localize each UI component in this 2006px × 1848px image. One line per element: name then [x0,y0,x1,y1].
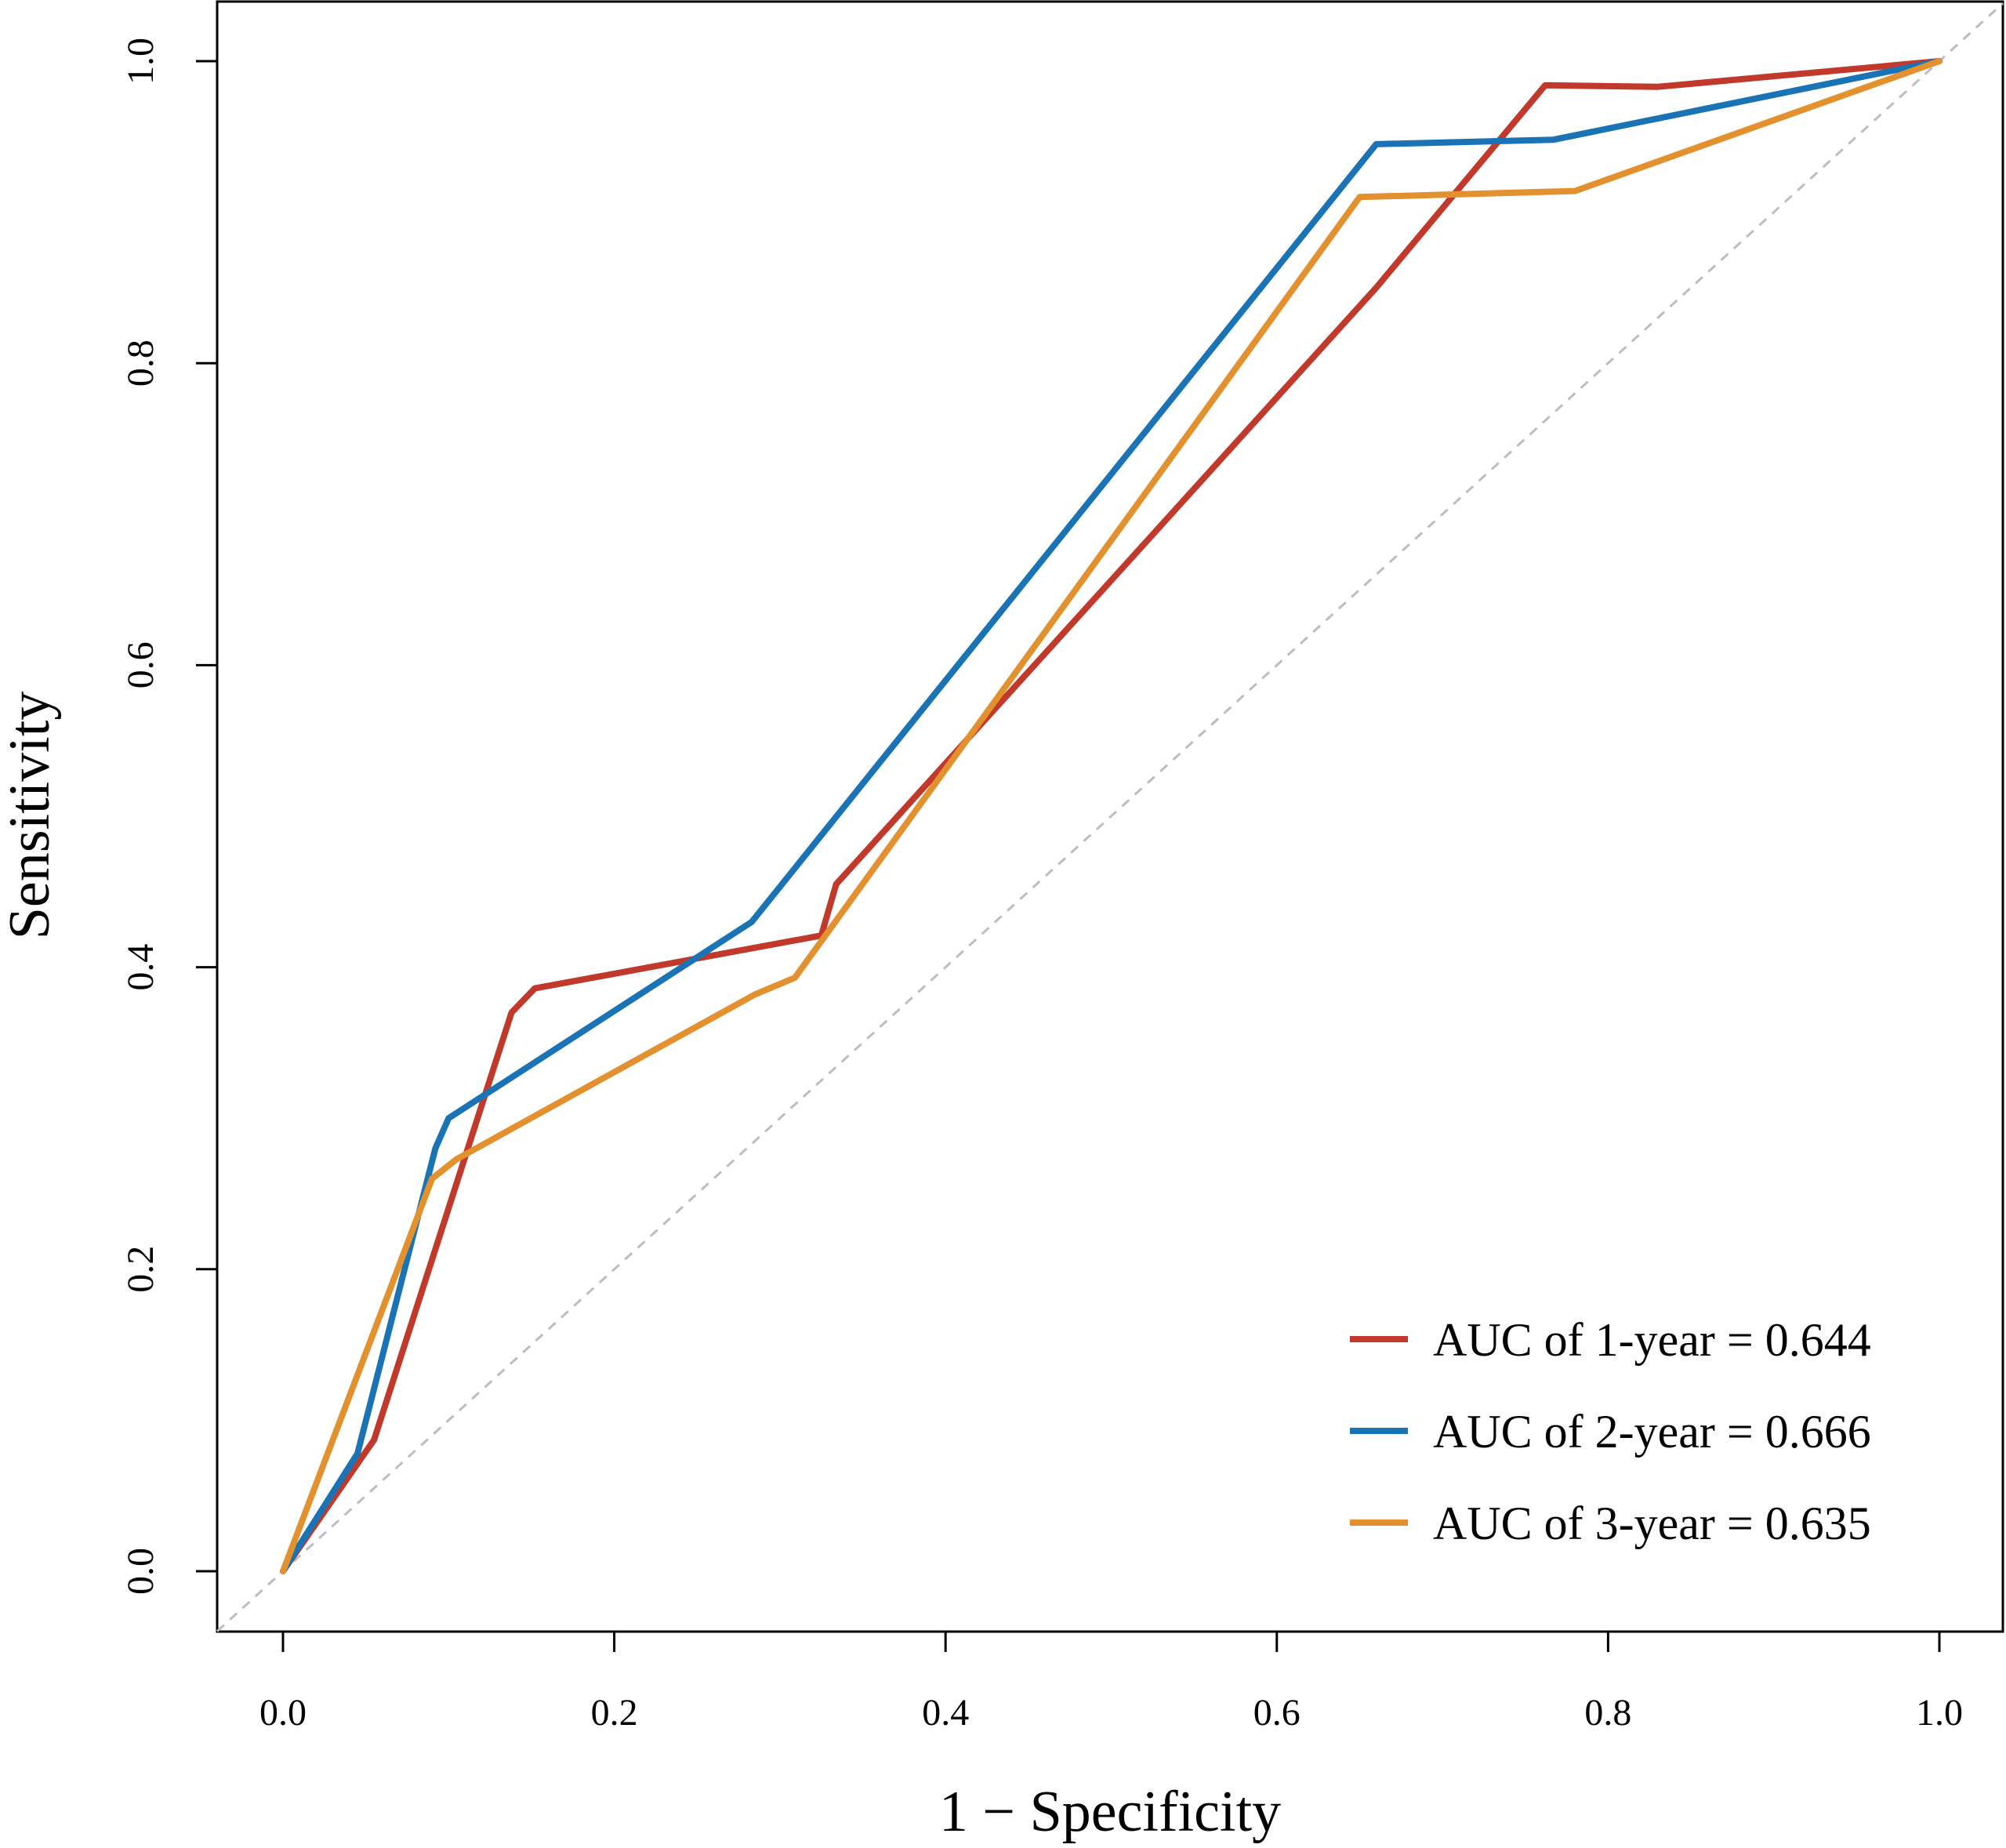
legend-label-1: AUC of 1-year = 0.644 [1433,1314,1871,1366]
series-line-1 [280,58,1943,1574]
x-tick-label: 0.8 [1584,1692,1631,1734]
x-axis-title: 1 − Specificity [939,1780,1281,1844]
y-tick-label: 0.4 [120,944,161,991]
y-tick-label: 0.2 [120,1246,161,1293]
y-tick-label: 1.0 [120,38,161,85]
x-tick-label: 0.2 [591,1692,638,1734]
series-line-3 [280,58,1943,1574]
series-line-2 [280,58,1943,1574]
y-tick-label: 0.8 [120,339,161,387]
legend-label-3: AUC of 3-year = 0.635 [1433,1498,1871,1549]
x-tick-label: 0.4 [922,1692,969,1734]
x-tick-label: 0.0 [259,1692,307,1734]
y-axis: 0.0 0.2 0.4 0.6 0.8 1.0 [120,38,219,1595]
y-tick-label: 0.0 [120,1548,161,1595]
legend: AUC of 1-year = 0.644 AUC of 2-year = 0.6… [1350,1314,1871,1549]
y-axis-title: Sensitivity [0,692,62,940]
series-layer [280,58,1943,1574]
legend-label-2: AUC of 2-year = 0.666 [1433,1406,1871,1458]
x-tick-label: 0.6 [1253,1692,1300,1734]
y-tick-label: 0.6 [120,641,161,688]
reference-diagonal [216,2,2004,1632]
x-axis: 0.0 0.2 0.4 0.6 0.8 1.0 [259,1630,1963,1734]
x-tick-label: 1.0 [1916,1692,1963,1734]
